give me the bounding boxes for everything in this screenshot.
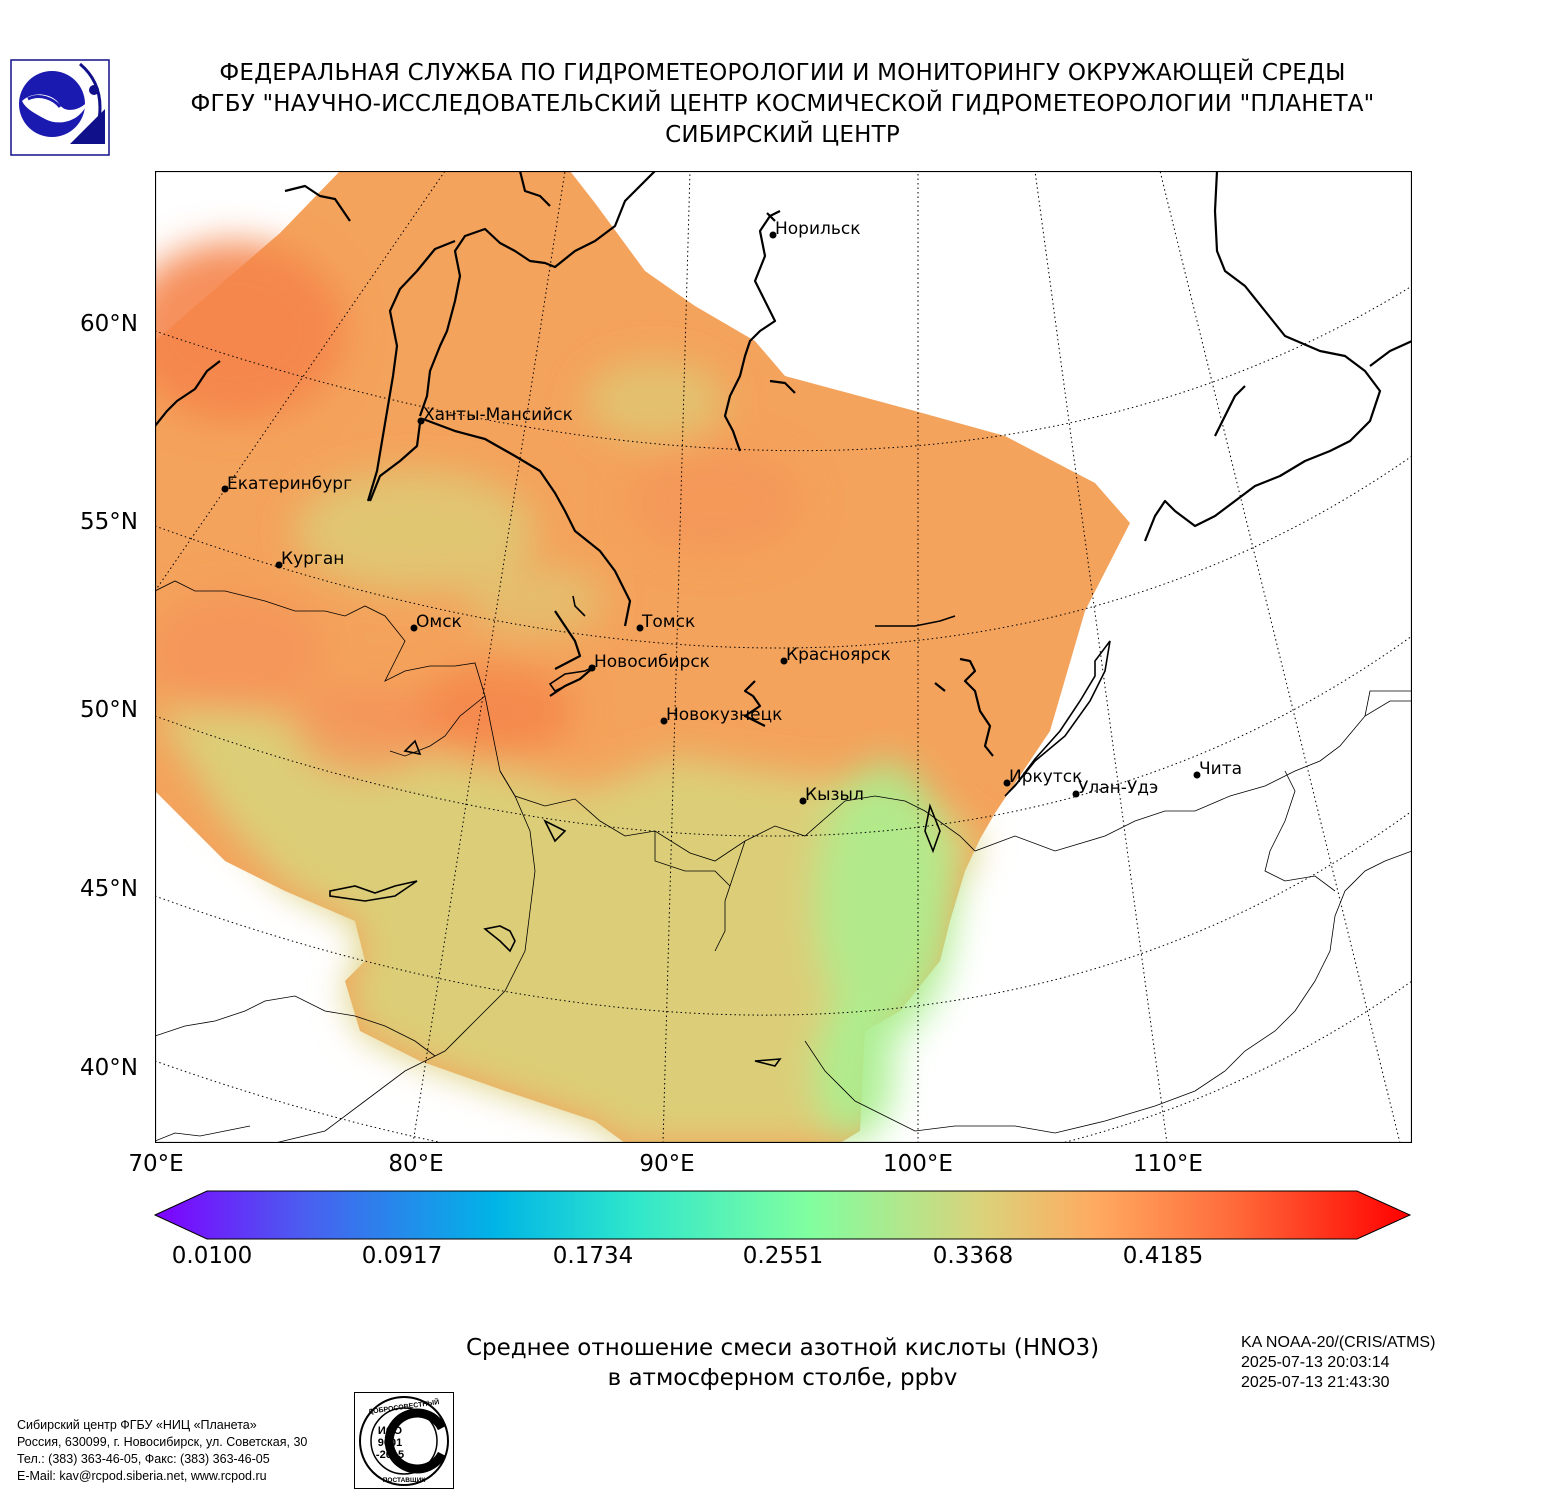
caption-line-1: Среднее отношение смеси азотной кислоты …	[465, 1335, 1100, 1361]
city-ekaterinburg: Екатеринбург	[221, 474, 352, 494]
org-line-3: Тел.: (383) 363-46-05, Факс: (383) 363-4…	[17, 1452, 270, 1466]
header: ФЕДЕРАЛЬНАЯ СЛУЖБА ПО ГИДРОМЕТЕОРОЛОГИИ …	[120, 58, 1445, 151]
iso-line-1: ИСО	[378, 1425, 403, 1437]
org-line-1: Сибирский центр ФГБУ «НИЦ «Планета»	[17, 1418, 257, 1432]
city-khanty-mansiysk: Ханты-Мансийск	[417, 405, 573, 425]
cities: Норильск Ханты-Мансийск Екатеринбург Кур…	[221, 219, 1242, 805]
city-kurgan: Курган	[275, 549, 344, 569]
city-label: Омск	[416, 612, 462, 632]
country-borders	[155, 580, 1412, 1143]
org-line-2: Россия, 630099, г. Новосибирск, ул. Сове…	[17, 1435, 308, 1449]
satellite-info: KA NOAA-20/(CRIS/ATMS) 2025-07-13 20:03:…	[1241, 1333, 1435, 1393]
city-label: Екатеринбург	[227, 474, 352, 494]
city-irkutsk: Иркутск	[1003, 767, 1082, 787]
map-caption: Среднее отношение смеси азотной кислоты …	[390, 1333, 1175, 1393]
city-norilsk: Норильск	[769, 219, 861, 239]
satellite-name: KA NOAA-20/(CRIS/ATMS)	[1241, 1334, 1436, 1351]
org-line-4: E-Mail: kav@rcpod.siberia.net, www.rcpod…	[17, 1469, 267, 1483]
lat-label: 55°N	[80, 509, 138, 535]
city-label: Красноярск	[786, 645, 891, 665]
header-line-3: СИБИРСКИЙ ЦЕНТР	[665, 122, 900, 148]
city-label: Иркутск	[1009, 767, 1082, 787]
iso-line-2: 9001	[378, 1437, 402, 1449]
graticule-meridians	[155, 171, 1401, 1143]
city-omsk: Омск	[410, 612, 462, 632]
city-label: Норильск	[775, 219, 861, 239]
city-label: Чита	[1199, 759, 1242, 779]
city-label: Ханты-Мансийск	[423, 405, 573, 425]
iso-bottom-text: ПОСТАВЩИК	[383, 1477, 426, 1484]
city-label: Новосибирск	[594, 652, 710, 672]
data-swath	[155, 171, 1130, 1143]
city-novosibirsk: Новосибирск	[588, 652, 710, 672]
city-label: Улан-Удэ	[1078, 778, 1158, 798]
iso-badge: ДОБРОСОВЕСТНЫЙ ИСО 9001 -2015 ПОСТАВЩИК	[354, 1392, 454, 1489]
colorbar-tick-label: 0.2551	[742, 1243, 824, 1269]
colorbar-tick-label: 0.1734	[552, 1243, 634, 1269]
city-label: Курган	[281, 549, 344, 569]
lon-label: 100°E	[883, 1151, 953, 1177]
hno3-map: Норильск Ханты-Мансийск Екатеринбург Кур…	[155, 171, 1412, 1143]
colorbar	[153, 1190, 1412, 1240]
city-krasnoyarsk: Красноярск	[780, 645, 891, 665]
city-tomsk: Томск	[636, 612, 695, 632]
colorbar-tick-label: 0.4185	[1122, 1243, 1204, 1269]
colorbar-tick-label: 0.0917	[361, 1243, 443, 1269]
city-label: Томск	[641, 612, 695, 632]
city-novokuznetsk: Новокузнецк	[660, 705, 782, 725]
iso-line-3: -2015	[376, 1449, 404, 1461]
city-chita: Чита	[1193, 759, 1242, 779]
satellite-start-time: 2025-07-13 20:03:14	[1241, 1354, 1390, 1371]
header-line-1: ФЕДЕРАЛЬНАЯ СЛУЖБА ПО ГИДРОМЕТЕОРОЛОГИИ …	[219, 60, 1346, 86]
city-label: Новокузнецк	[666, 705, 782, 725]
city-ulan-ude: Улан-Удэ	[1072, 778, 1158, 798]
graticule-parallels	[155, 285, 1412, 1143]
header-line-2: ФГБУ "НАУЧНО-ИССЛЕДОВАТЕЛЬСКИЙ ЦЕНТР КОС…	[190, 91, 1375, 117]
lat-label: 60°N	[80, 311, 138, 337]
planeta-logo	[10, 59, 110, 156]
organization-info: Сибирский центр ФГБУ «НИЦ «Планета» Росс…	[17, 1417, 307, 1485]
satellite-end-time: 2025-07-13 21:43:30	[1241, 1374, 1390, 1391]
rivers	[155, 171, 1412, 757]
lat-label: 40°N	[80, 1055, 138, 1081]
lakes	[329, 595, 1111, 1067]
city-label: Кызыл	[805, 785, 864, 805]
caption-line-2: в атмосферном столбе, ppbv	[607, 1365, 958, 1391]
lon-label: 80°E	[388, 1151, 444, 1177]
lon-label: 90°E	[639, 1151, 695, 1177]
lat-label: 50°N	[80, 697, 138, 723]
colorbar-tick-label: 0.3368	[932, 1243, 1014, 1269]
colorbar-tick-label: 0.0100	[171, 1243, 253, 1269]
city-kyzyl: Кызыл	[799, 785, 864, 805]
lat-label: 45°N	[80, 876, 138, 902]
lon-label: 70°E	[128, 1151, 184, 1177]
lon-label: 110°E	[1133, 1151, 1203, 1177]
